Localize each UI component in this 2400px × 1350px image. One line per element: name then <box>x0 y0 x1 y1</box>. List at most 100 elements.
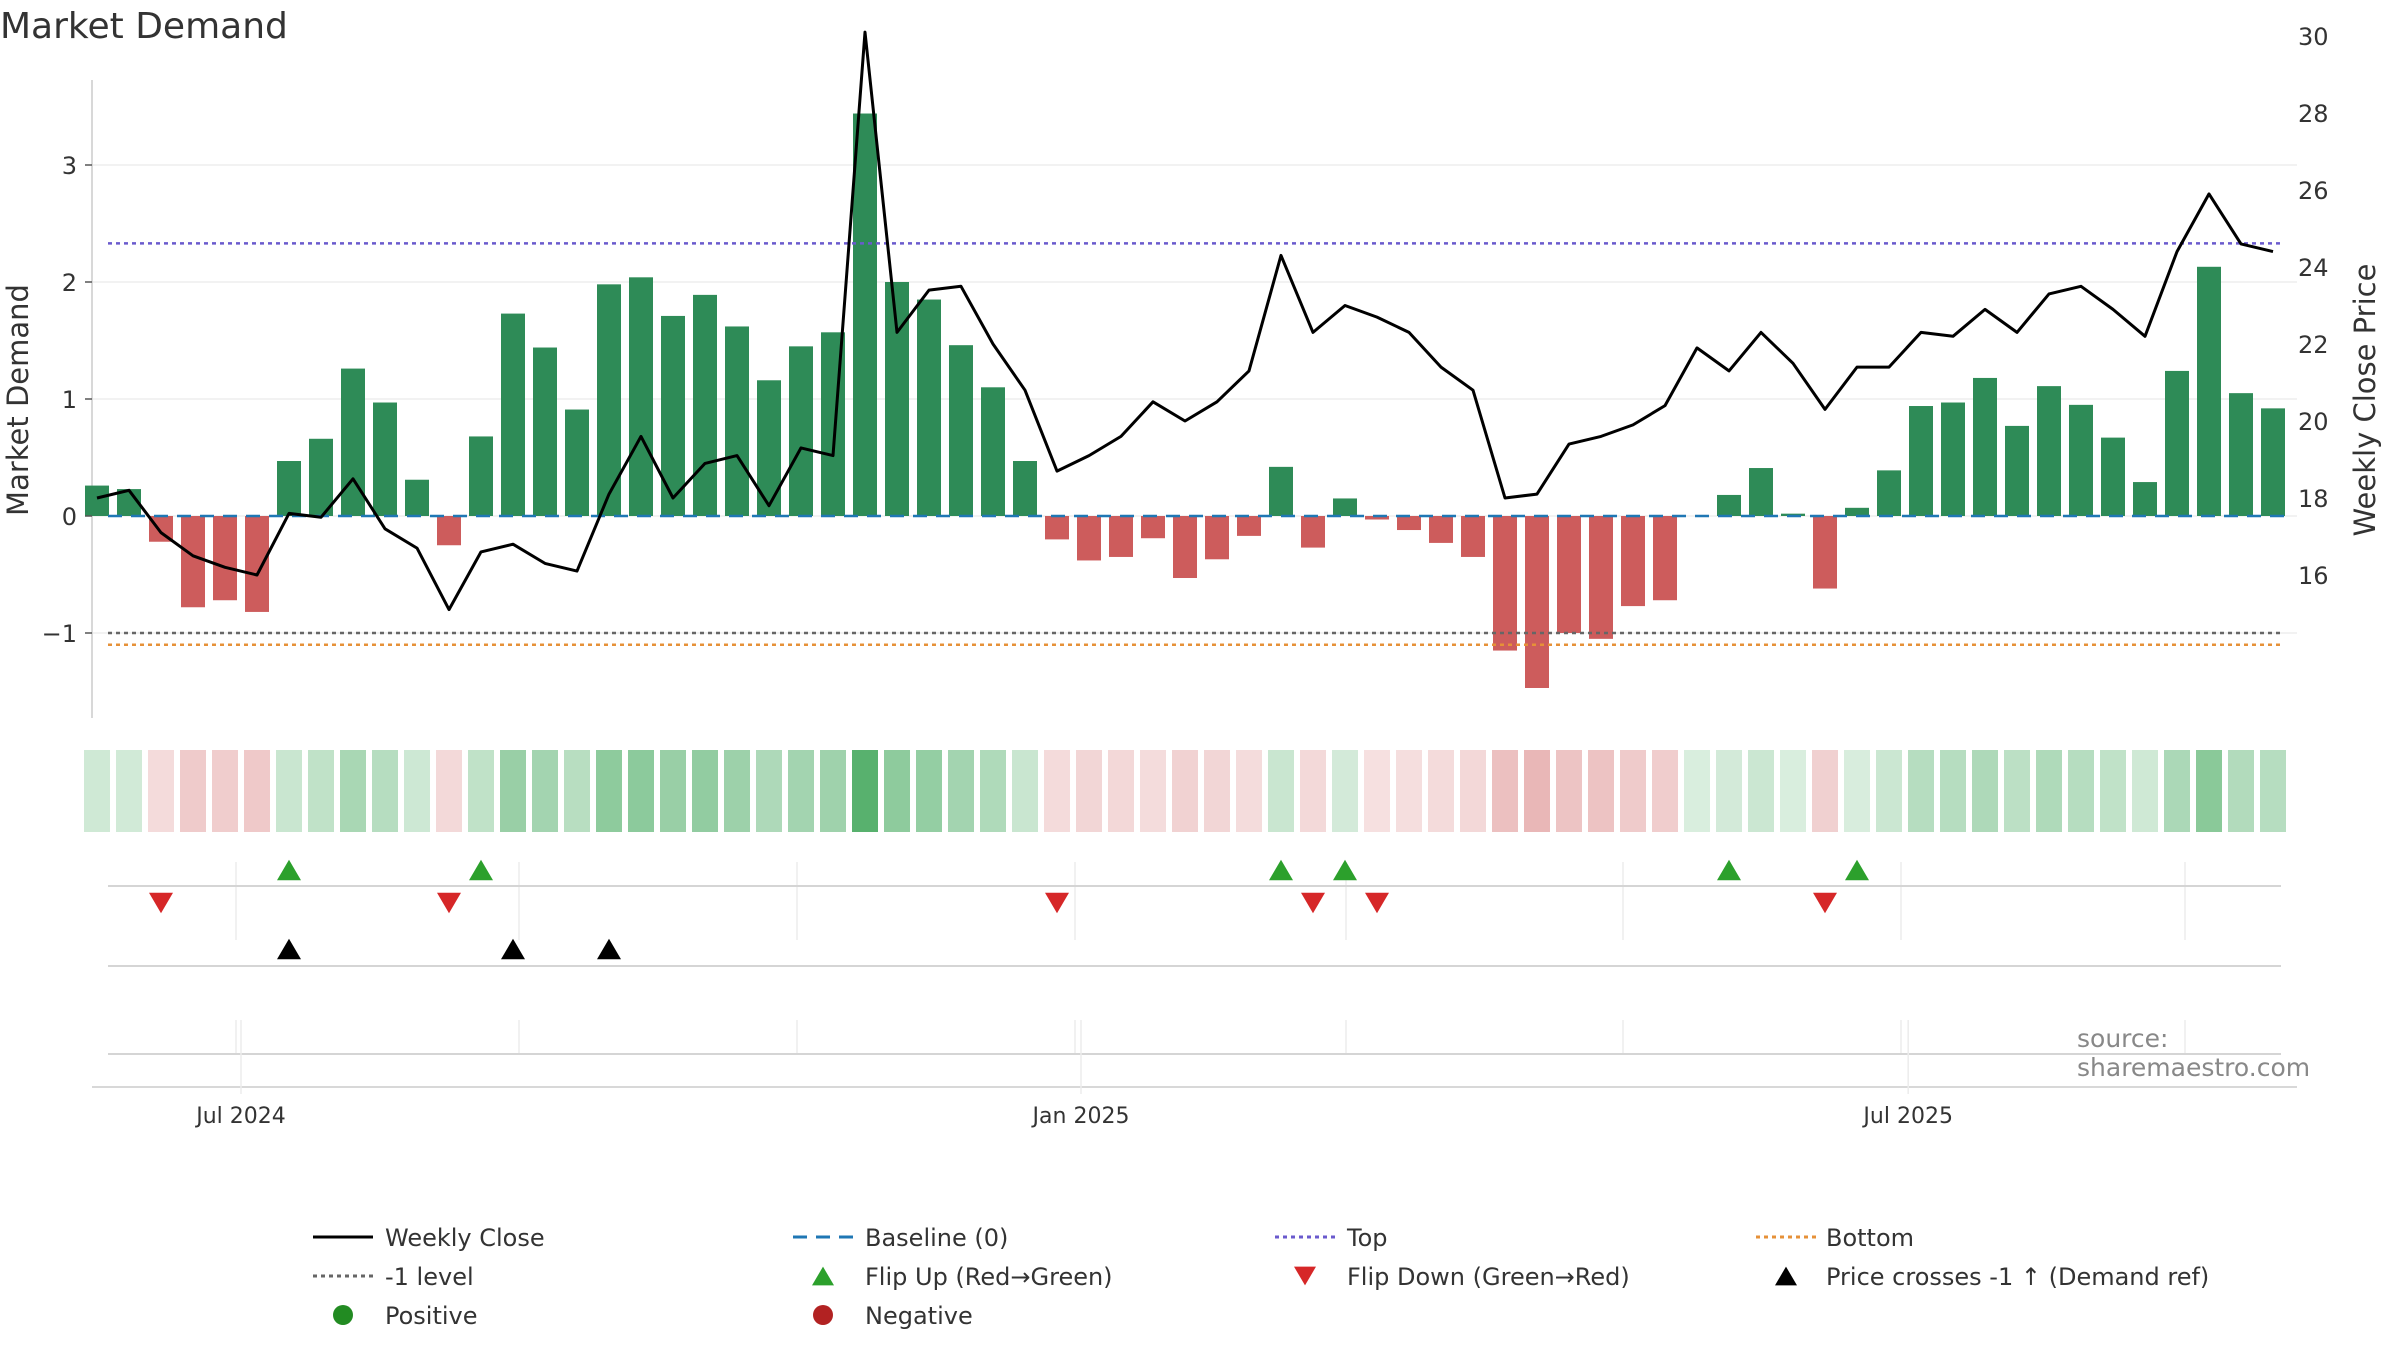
demand-bar <box>2165 370 2189 516</box>
heat-strip-cell <box>2196 750 2222 832</box>
heat-strip-cell <box>1012 750 1038 832</box>
demand-bar <box>853 113 877 517</box>
demand-bar <box>1973 377 1997 516</box>
flip-up-marker <box>469 859 493 881</box>
heat-strip-cell <box>1300 750 1326 832</box>
demand-bar <box>885 282 909 516</box>
demand-bar <box>1365 516 1389 520</box>
flip-down-marker <box>1045 892 1069 914</box>
heat-strip-cell <box>1140 750 1166 832</box>
demand-bar <box>1429 516 1453 543</box>
demand-bar <box>1109 516 1133 557</box>
demand-bar <box>725 326 749 516</box>
demand-bar <box>1397 516 1421 531</box>
heat-strip-cell <box>1620 750 1646 832</box>
y-tick-label: 2 <box>62 269 77 297</box>
heat-strip-cell <box>660 750 686 832</box>
heat-strip-cell <box>820 750 846 832</box>
heat-strip-cell <box>980 750 1006 832</box>
legend-item: -1 level <box>313 1263 474 1291</box>
demand-bar <box>1333 498 1357 516</box>
y2-tick-label: 24 <box>2298 254 2329 282</box>
legend-item: Price crosses -1 ↑ (Demand ref) <box>1775 1263 2209 1291</box>
heat-strip-cell <box>436 750 462 832</box>
legend-label: -1 level <box>385 1263 474 1291</box>
demand-bar <box>1813 516 1837 589</box>
demand-bar <box>661 315 685 516</box>
demand-bar <box>1237 516 1261 536</box>
demand-bar <box>181 516 205 608</box>
demand-bar <box>277 461 301 516</box>
heat-strip-cell <box>1652 750 1678 832</box>
demand-bar <box>949 345 973 516</box>
demand-bar <box>2037 386 2061 516</box>
legend-label: Flip Down (Green→Red) <box>1347 1263 1630 1291</box>
y-tick-label: 1 <box>62 386 77 414</box>
flip-down-marker <box>1365 892 1389 914</box>
legend-label: Weekly Close <box>385 1224 545 1252</box>
demand-bar <box>1717 494 1741 516</box>
demand-bar <box>2101 437 2125 516</box>
demand-bar <box>1749 468 1773 516</box>
x-tick-label: Jul 2024 <box>194 1104 286 1129</box>
demand-bar <box>565 409 589 516</box>
legend-marker <box>813 1305 833 1325</box>
heat-strip-cell <box>1268 750 1294 832</box>
legend-label: Bottom <box>1826 1224 1914 1252</box>
heat-strip-cell <box>1524 750 1550 832</box>
heat-strip-cell <box>372 750 398 832</box>
legend-item: Negative <box>813 1302 973 1330</box>
flip-up-marker <box>277 859 301 881</box>
heat-strip-cell <box>308 750 334 832</box>
y2-tick-label: 28 <box>2298 100 2329 128</box>
legend-item: Positive <box>333 1302 478 1330</box>
demand-bar <box>213 516 237 601</box>
heat-strip-cell <box>1588 750 1614 832</box>
flip-down-marker <box>149 892 173 914</box>
flip-up-marker <box>1845 859 1869 881</box>
demand-bar <box>981 387 1005 516</box>
heat-strip-cell <box>596 750 622 832</box>
heat-strip-cell <box>2004 750 2030 832</box>
y-tick-label: 3 <box>62 152 77 180</box>
legend-label: Baseline (0) <box>865 1224 1008 1252</box>
legend-marker <box>1294 1266 1316 1286</box>
y-tick-label: −1 <box>42 620 77 648</box>
price-cross-marker <box>501 938 525 960</box>
demand-bar <box>789 346 813 516</box>
heat-strip-cell <box>1844 750 1870 832</box>
heat-strip-cell <box>1972 750 1998 832</box>
heat-strip-cell <box>1172 750 1198 832</box>
heat-strip-cell <box>180 750 206 832</box>
legend-marker <box>1775 1266 1797 1286</box>
demand-bar <box>501 313 525 516</box>
heat-strip-cell <box>916 750 942 832</box>
demand-bar <box>1653 516 1677 601</box>
legend-label: Price crosses -1 ↑ (Demand ref) <box>1826 1263 2209 1291</box>
heat-strip-cell <box>148 750 174 832</box>
heat-strip-cell <box>1460 750 1486 832</box>
flip-up-marker <box>1717 859 1741 881</box>
heat-strip-cell <box>2036 750 2062 832</box>
heat-strip-cell <box>1236 750 1262 832</box>
x-tick-label: Jul 2025 <box>1861 1104 1953 1129</box>
legend-label: Top <box>1346 1224 1388 1252</box>
heat-strip-cell <box>1940 750 1966 832</box>
heat-strip-cell <box>2260 750 2286 832</box>
heat-strip-cell <box>628 750 654 832</box>
demand-bar <box>1301 516 1325 548</box>
heat-strip-cell <box>84 750 110 832</box>
y-axis-title: Market Demand <box>1 284 35 516</box>
demand-bar <box>1173 516 1197 579</box>
heat-strip-cell <box>1428 750 1454 832</box>
demand-bar <box>1621 516 1645 607</box>
demand-bar <box>2069 404 2093 516</box>
legend-marker <box>812 1266 834 1286</box>
demand-bar <box>469 436 493 516</box>
heat-strip-cell <box>532 750 558 832</box>
heat-strip-cell <box>1748 750 1774 832</box>
y2-tick-label: 20 <box>2298 408 2329 436</box>
demand-bar <box>1877 470 1901 516</box>
y2-tick-label: 26 <box>2298 177 2329 205</box>
